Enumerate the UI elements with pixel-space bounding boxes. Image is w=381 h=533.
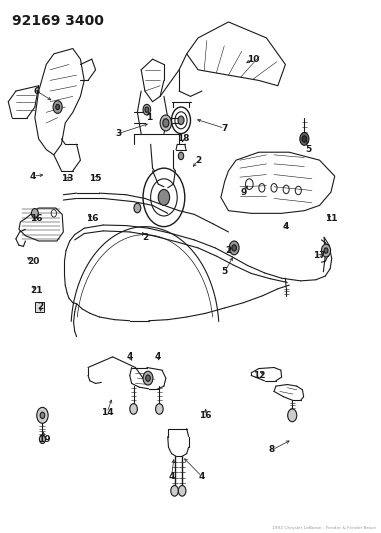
Text: 11: 11 bbox=[325, 214, 337, 223]
Circle shape bbox=[146, 375, 150, 381]
Circle shape bbox=[302, 136, 307, 142]
Text: 1992 Chrysler LeBaron - Fender & Fender Brace: 1992 Chrysler LeBaron - Fender & Fender … bbox=[272, 526, 376, 530]
Circle shape bbox=[134, 203, 141, 213]
Circle shape bbox=[143, 371, 153, 385]
Text: 13: 13 bbox=[61, 174, 74, 183]
Text: 6: 6 bbox=[34, 86, 40, 95]
Text: 16: 16 bbox=[86, 214, 98, 223]
Circle shape bbox=[322, 244, 331, 257]
Text: 17: 17 bbox=[313, 252, 326, 260]
Text: 19: 19 bbox=[38, 435, 51, 444]
Text: 3: 3 bbox=[115, 129, 122, 138]
Text: 1: 1 bbox=[146, 113, 152, 122]
Text: 9: 9 bbox=[240, 188, 247, 197]
Circle shape bbox=[39, 435, 45, 443]
Circle shape bbox=[37, 407, 48, 423]
Text: 18: 18 bbox=[177, 134, 189, 143]
Circle shape bbox=[158, 189, 170, 205]
Circle shape bbox=[178, 116, 184, 125]
Circle shape bbox=[178, 152, 184, 160]
Circle shape bbox=[56, 104, 59, 110]
Text: 2: 2 bbox=[195, 156, 201, 165]
Text: 20: 20 bbox=[27, 257, 39, 265]
Text: 4: 4 bbox=[30, 172, 36, 181]
Text: 4: 4 bbox=[126, 352, 133, 361]
Text: 4: 4 bbox=[282, 222, 288, 231]
Circle shape bbox=[163, 119, 169, 127]
Text: 12: 12 bbox=[253, 371, 265, 380]
Text: 92169 3400: 92169 3400 bbox=[12, 14, 104, 28]
Text: 15: 15 bbox=[90, 174, 102, 183]
Circle shape bbox=[232, 245, 237, 251]
Text: 8: 8 bbox=[269, 446, 275, 455]
Circle shape bbox=[288, 409, 297, 422]
Text: 2: 2 bbox=[225, 246, 232, 255]
Circle shape bbox=[32, 208, 38, 218]
Text: 21: 21 bbox=[30, 286, 43, 295]
Text: 2: 2 bbox=[142, 233, 148, 242]
Circle shape bbox=[171, 486, 178, 496]
Circle shape bbox=[155, 403, 163, 414]
Text: 10: 10 bbox=[247, 55, 259, 63]
Circle shape bbox=[40, 412, 45, 418]
FancyBboxPatch shape bbox=[35, 302, 44, 312]
Circle shape bbox=[145, 107, 149, 112]
Text: 4: 4 bbox=[199, 472, 205, 481]
Text: 5: 5 bbox=[305, 145, 311, 154]
Circle shape bbox=[130, 403, 138, 414]
Text: 16: 16 bbox=[30, 214, 43, 223]
Circle shape bbox=[300, 133, 309, 146]
Text: 4: 4 bbox=[168, 472, 175, 481]
Circle shape bbox=[178, 486, 186, 496]
Circle shape bbox=[229, 241, 239, 255]
Text: 7: 7 bbox=[221, 124, 228, 133]
Circle shape bbox=[143, 104, 150, 115]
Circle shape bbox=[160, 115, 171, 131]
Text: 16: 16 bbox=[199, 411, 212, 420]
Text: 4: 4 bbox=[155, 352, 162, 361]
Text: 2: 2 bbox=[37, 302, 44, 311]
Text: 14: 14 bbox=[101, 408, 113, 417]
Text: 5: 5 bbox=[221, 268, 228, 276]
Circle shape bbox=[53, 101, 62, 114]
Circle shape bbox=[324, 248, 328, 253]
